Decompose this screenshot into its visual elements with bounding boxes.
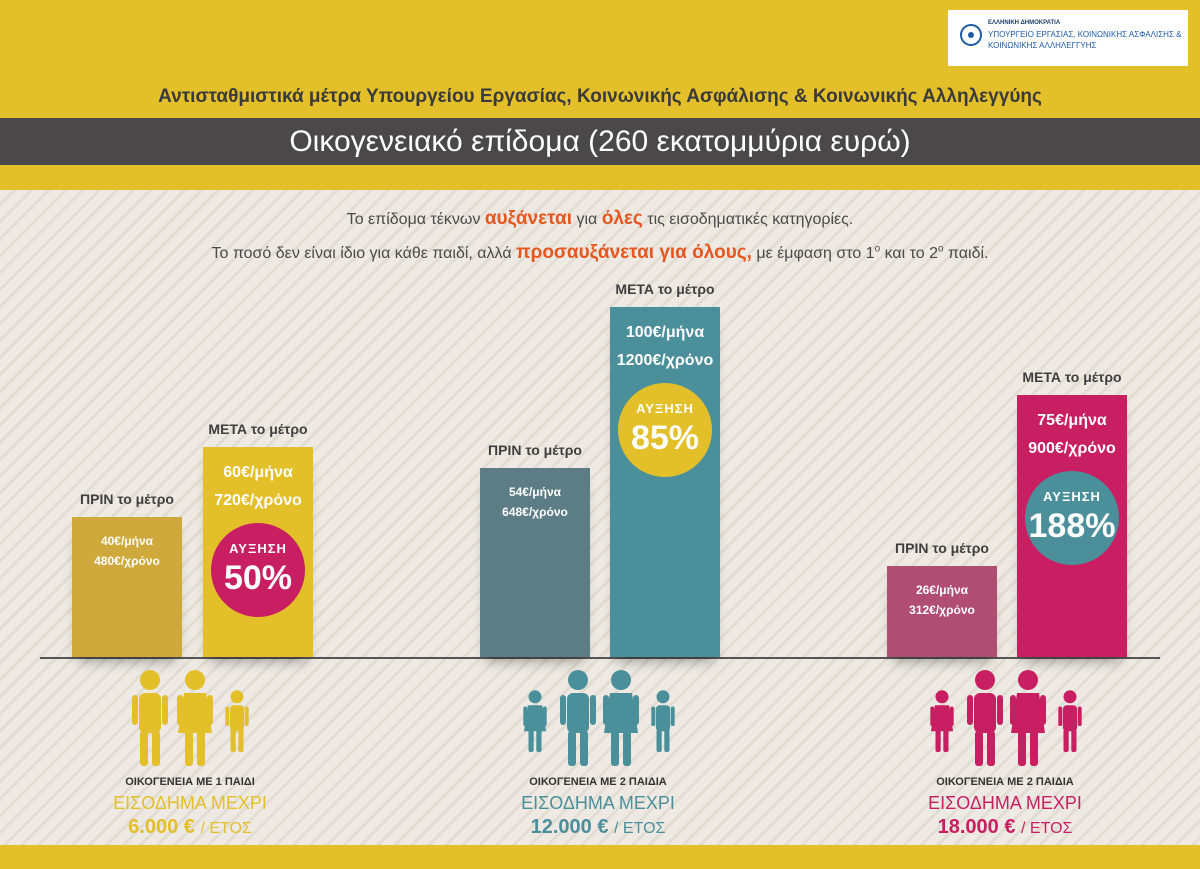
income-label: ΕΙΣΟΔΗΜΑ ΜΕΧΡΙ	[113, 793, 267, 813]
income-amount-line: 12.000 € / ΕΤΟΣ	[478, 816, 718, 839]
bar-before-monthly: 26€/μήνα	[915, 583, 969, 597]
logo-line: ΚΟΙΝΩΝΙΚΗΣ ΑΛΛΗΛΕΓΓΥΗΣ	[988, 41, 1097, 50]
bar-after-yearly: 900€/χρόνο	[1028, 439, 1116, 457]
intro-highlight: όλες	[601, 208, 643, 229]
intro-text: για	[572, 211, 602, 228]
increase-badge: ΑΥΞΗΣΗ 50%	[211, 523, 305, 617]
intro-line-2: Το ποσό δεν είναι ίδιο για κάθε παιδί, α…	[0, 242, 1200, 264]
bar-after-monthly: 75€/μήνα	[1037, 411, 1107, 429]
increase-label: ΑΥΞΗΣΗ	[1043, 488, 1101, 504]
income-unit: / ΕΤΟΣ	[200, 820, 252, 837]
family-label: ΟΙΚΟΓΕΝΕΙΑ ΜΕ 2 ΠΑΙΔΙΑ	[529, 776, 667, 788]
income-amount-line: 6.000 € / ΕΤΟΣ	[70, 816, 310, 839]
family-label: ΟΙΚΟΓΕΝΕΙΑ ΜΕ 2 ΠΑΙΔΙΑ	[936, 776, 1074, 788]
intro-text: με έμφαση στο 1	[751, 245, 875, 262]
title-bar	[0, 118, 1200, 165]
income-amount: 18.000 €	[937, 816, 1022, 838]
greek-seal-icon	[960, 24, 982, 46]
bar-before-label: ΠΡΙΝ το μέτρο	[80, 491, 174, 507]
intro-text: Το ποσό δεν είναι ίδιο για κάθε παιδί, α…	[211, 245, 517, 262]
increase-value: 85%	[630, 419, 700, 457]
increase-label: ΑΥΞΗΣΗ	[636, 401, 694, 416]
bar-before-label: ΠΡΙΝ το μέτρο	[895, 540, 989, 556]
bar-after-label: ΜΕΤΑ το μέτρο	[615, 281, 715, 297]
bar-before-yearly: 480€/χρόνο	[94, 554, 160, 568]
intro-line-1: Το επίδομα τέκνων αυξάνεται για όλες τις…	[0, 208, 1200, 230]
income-label: ΕΙΣΟΔΗΜΑ ΜΕΧΡΙ	[521, 793, 675, 813]
bar-after-monthly: 60€/μήνα	[223, 464, 293, 481]
family-label: ΟΙΚΟΓΕΝΕΙΑ ΜΕ 1 ΠΑΙΔΙ	[125, 776, 255, 788]
bar-before-yearly: 648€/χρόνο	[502, 505, 568, 519]
bar-after-yearly: 1200€/χρόνο	[616, 352, 714, 369]
family-icon	[523, 670, 675, 766]
bar-after-monthly: 100€/μήνα	[625, 324, 705, 341]
ordinal-superscript: ο	[874, 243, 881, 255]
bar-before	[72, 517, 182, 657]
page-title: Οικογενειακό επίδομα (260 εκατομμύρια ευ…	[289, 125, 911, 158]
bar-after	[610, 307, 720, 657]
intro-highlight: προσαυξάνεται για όλους,	[516, 242, 752, 263]
income-amount: 12.000 €	[530, 816, 615, 838]
intro-text: Το επίδομα τέκνων	[346, 211, 485, 228]
bar-before-monthly: 40€/μήνα	[100, 534, 154, 548]
intro-text: παιδί.	[943, 245, 989, 262]
page-subtitle: Αντισταθμιστικά μέτρα Υπουργείου Εργασία…	[158, 86, 1042, 107]
increase-badge: ΑΥΞΗΣΗ 85%	[618, 383, 712, 477]
increase-badge: ΑΥΞΗΣΗ 188%	[1025, 470, 1119, 565]
increase-value: 50%	[223, 559, 293, 597]
income-amount: 6.000 €	[128, 816, 201, 838]
ministry-logo: ΕΛΛΗΝΙΚΗ ΔΗΜΟΚΡΑΤΙΑ ΥΠΟΥΡΓΕΙΟ ΕΡΓΑΣΙΑΣ, …	[948, 10, 1188, 66]
logo-line: ΕΛΛΗΝΙΚΗ ΔΗΜΟΚΡΑΤΙΑ	[988, 20, 1061, 26]
bar-before	[887, 566, 997, 657]
bottom-band	[0, 845, 1200, 869]
income-unit: / ΕΤΟΣ	[1021, 820, 1073, 837]
family-icon	[930, 670, 1082, 766]
income-unit: / ΕΤΟΣ	[614, 820, 666, 837]
increase-label: ΑΥΞΗΣΗ	[229, 541, 287, 556]
income-amount-line: 18.000 € / ΕΤΟΣ	[885, 816, 1125, 839]
bar-before-monthly: 54€/μήνα	[508, 485, 562, 499]
intro-text: τις εισοδηματικές κατηγορίες.	[642, 211, 854, 228]
bar-after-label: ΜΕΤΑ το μέτρο	[1022, 368, 1122, 385]
bar-before-yearly: 312€/χρόνο	[909, 603, 975, 617]
bar-before-label: ΠΡΙΝ το μέτρο	[488, 442, 582, 458]
income-label: ΕΙΣΟΔΗΜΑ ΜΕΧΡΙ	[928, 793, 1082, 813]
family-icon	[132, 670, 249, 766]
bar-before	[480, 468, 590, 657]
ordinal-superscript: ο	[937, 243, 944, 255]
logo-line: ΥΠΟΥΡΓΕΙΟ ΕΡΓΑΣΙΑΣ, ΚΟΙΝΩΝΙΚΗΣ ΑΣΦΑΛΙΣΗΣ…	[988, 30, 1182, 39]
intro-highlight: αυξάνεται	[484, 208, 573, 229]
increase-value: 188%	[1028, 506, 1116, 545]
bar-after-yearly: 720€/χρόνο	[214, 492, 302, 509]
bar-after-label: ΜΕΤΑ το μέτρο	[208, 421, 308, 437]
intro-text: και το 2	[880, 245, 938, 262]
chart-baseline	[40, 657, 1160, 659]
